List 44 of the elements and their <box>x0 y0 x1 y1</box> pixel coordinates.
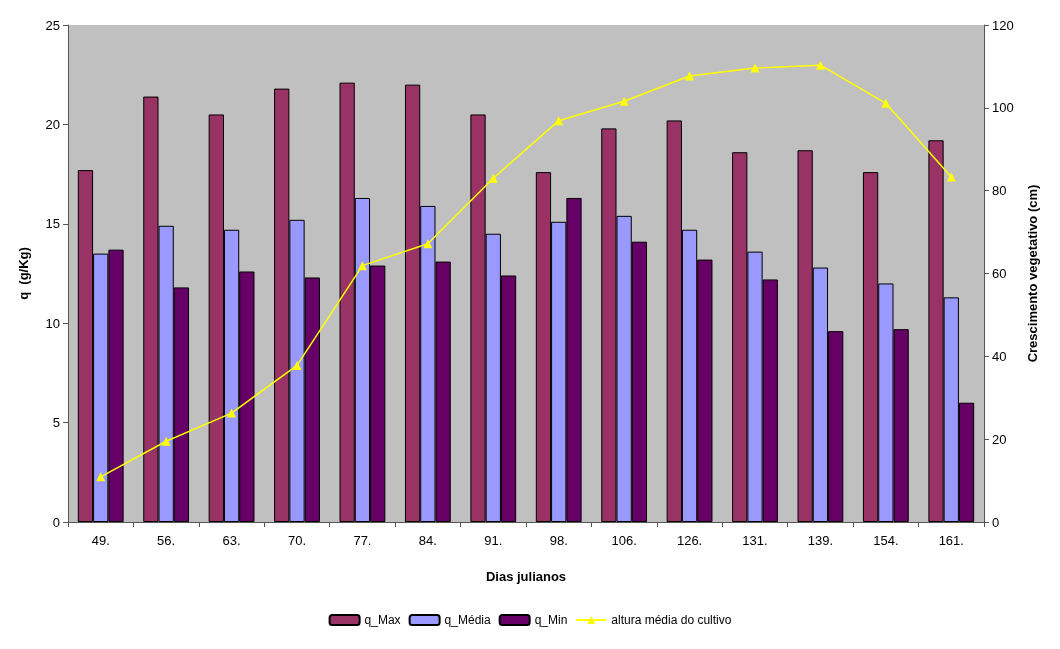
x-tick-label: 84. <box>418 533 437 548</box>
point <box>488 173 498 183</box>
x-tick-label: 161. <box>938 533 964 548</box>
y-axis-title: q (g/Kg) <box>16 247 31 300</box>
point <box>227 408 237 418</box>
point <box>881 98 891 108</box>
y2-tick-label: 80 <box>992 183 1007 199</box>
point <box>619 96 629 106</box>
x-tick-label: 126. <box>676 533 703 548</box>
point <box>423 239 433 249</box>
x-tick-label: 63. <box>222 533 241 548</box>
point <box>161 436 171 446</box>
y2-tick-label: 20 <box>992 431 1007 447</box>
x-tick-label: 70. <box>287 533 307 548</box>
x-axis-title: Dias julianos <box>485 569 567 584</box>
y-tick-label: 15 <box>45 216 60 232</box>
x-tick-label: 106. <box>611 533 637 548</box>
y2-tick-label: 40 <box>992 348 1007 364</box>
x-tick-label: 56. <box>157 533 176 548</box>
x-tick-label: 77. <box>353 533 372 548</box>
x-tick-label: 154. <box>873 533 899 548</box>
y2-tick-label: 60 <box>992 266 1007 281</box>
y2-tick-label: 100 <box>992 100 1014 116</box>
x-tick-label: 131. <box>742 533 768 548</box>
y2-tick-label: 0 <box>992 514 1000 530</box>
point <box>815 60 825 70</box>
point <box>357 261 367 271</box>
y2-axis-title: Crescimento vegetativo (cm) <box>1025 184 1040 363</box>
y-tick-label: 5 <box>52 415 60 431</box>
y-tick-label: 25 <box>45 17 60 33</box>
x-tick-label: 91. <box>484 533 503 548</box>
point <box>750 63 760 73</box>
legend-label: altura média do cultivo <box>611 613 732 627</box>
y-tick-label: 10 <box>45 315 60 331</box>
legend-label: q_Max <box>364 613 401 627</box>
x-tick-label: 139. <box>807 533 834 548</box>
x-tick-label: 98. <box>549 533 568 548</box>
y2-tick-label: 120 <box>992 17 1014 33</box>
y-tick-label: 20 <box>45 116 60 132</box>
y-tick-label: 0 <box>52 514 60 530</box>
legend-label: q_Média <box>444 613 491 627</box>
point <box>292 360 302 370</box>
legend-label: q_Min <box>534 613 568 627</box>
x-tick-label: 49. <box>91 533 110 548</box>
